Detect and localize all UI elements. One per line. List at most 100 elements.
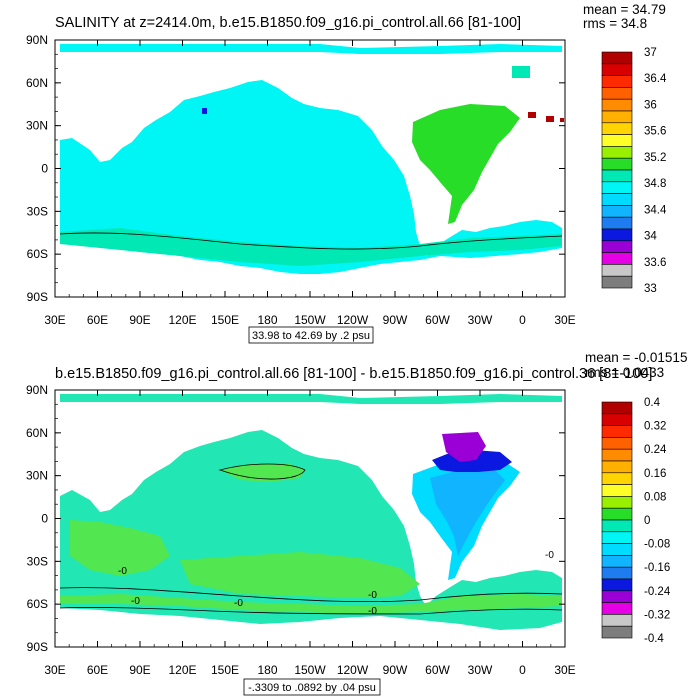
panel1-colorbar-swatch (601, 193, 633, 206)
panel2-colorbar-swatch (601, 519, 633, 533)
panel1-xtick-label: 90E (129, 313, 150, 327)
panel1-xtick-label: 120E (168, 313, 196, 327)
panel1-colorbar-label: 36 (644, 99, 657, 111)
panel1-colorbar-swatch (601, 157, 633, 171)
panel2-xtick-label: 150E (211, 663, 239, 677)
panel1-colorbar-swatch (601, 87, 633, 100)
panel2-ytick-label: 90N (26, 383, 48, 397)
panel2-xtick-label: 90E (129, 663, 150, 677)
panel1-colorbar-label: 34.8 (644, 178, 666, 190)
panel2-colorbar: 0.4 0.32 0.24 0.16 0.08 0 -0.08 -0.16 -0.24 -0.32… (601, 397, 671, 645)
panel1-colorbar-swatch (601, 75, 633, 88)
panel1-xtick-label: 30E (554, 313, 575, 327)
panel2-colorbar-label: -0.16 (644, 562, 670, 574)
panel2-map: -0 -0 -0 -0 -0 -0 (59, 394, 563, 630)
panel1-mean: mean = 34.79 (583, 2, 666, 17)
panel2-colorbar-label: 0.24 (644, 444, 667, 456)
panel1-colorbar-swatch (601, 264, 633, 277)
panel1-colorbar-swatch (601, 110, 633, 124)
panel2-mean: mean = -0.01515 (585, 350, 687, 365)
panel1-colorbar-swatch (601, 134, 633, 147)
panel1-ytick-label: 60N (26, 76, 48, 90)
panel1-xtick-label: 120W (337, 313, 369, 327)
panel2-xtick-label: 30E (554, 663, 575, 677)
panel1-xtick-label: 90W (383, 313, 408, 327)
panel2-rms: rms = 0.0433 (585, 365, 664, 380)
panel1-southern-band (60, 228, 562, 266)
panel2-atlantic-deeper (430, 470, 505, 556)
panel2-xtick-label: 30E (44, 663, 65, 677)
panel1-arctic-teal (512, 66, 530, 78)
panel2-ytick-label: 60S (27, 597, 48, 611)
panel2-contour-label-3: -0 (368, 590, 377, 601)
salinity-panel: SALINITY at z=2414.0m, b.e15.B1850.f09_g… (26, 2, 667, 344)
panel2-colorbar-swatch (601, 437, 633, 450)
panel2-contour-line-1 (59, 587, 563, 603)
panel1-colorbar: 37 36.4 36 35.6 35.2 34.8 34.4 34 33.6 33 (601, 47, 667, 295)
panel1-red-sea-blob (560, 118, 564, 122)
panel2-xtick-label: 60W (425, 663, 450, 677)
panel2-colorbar-swatch (601, 566, 633, 580)
panel1-colorbar-swatch (601, 216, 633, 230)
panel1-pacific-field (60, 80, 562, 274)
panel1-xtick-label: 30W (468, 313, 493, 327)
panel2-colorbar-swatch (601, 484, 633, 497)
panel2-ytick-label: 0 (41, 512, 48, 526)
panel1-colorbar-swatch (601, 169, 633, 183)
panel2-colorbar-swatch (601, 472, 633, 485)
panel2-green-patch-indian (70, 520, 170, 576)
panel1-xtick-label: 30E (44, 313, 65, 327)
panel1-colorbar-swatch (601, 228, 633, 242)
panel1-contour-info-box (248, 326, 374, 344)
panel1-xtick-label: 150E (211, 313, 239, 327)
difference-panel: b.e15.B1850.f09_g16.pi_control.all.66 [8… (26, 350, 687, 696)
panel2-contour-line-2 (59, 607, 563, 615)
panel2-ytick-label: 90S (27, 640, 48, 654)
panel2-ytick-label: 30S (27, 554, 48, 568)
panel1-colorbar-label: 35.6 (644, 126, 666, 138)
panel1-colorbar-swatch (601, 51, 633, 65)
panel2-colorbar-swatch (601, 413, 633, 426)
panel2-colorbar-label: -0.4 (644, 633, 664, 645)
panel2-ytick-label: 30N (26, 469, 48, 483)
panel1-xtick-label: 0 (519, 313, 526, 327)
panel2-xtick-label: 120E (168, 663, 196, 677)
panel2-colorbar-swatch (601, 555, 633, 568)
panel1-ytick-label: 0 (41, 162, 48, 176)
panel1-colorbar-swatch (601, 240, 633, 253)
panel1-atlantic-field (412, 104, 520, 224)
panel1-ytick-label: 90N (26, 33, 48, 47)
panel2-colorbar-label: 0.08 (644, 491, 666, 503)
panel1-ytick-label: 60S (27, 247, 48, 261)
panel1-colorbar-swatch (601, 181, 633, 194)
panel1-xtick-label: 180 (257, 313, 277, 327)
panel2-contour-label-2: -0 (234, 598, 243, 609)
panel1-colorbar-label: 35.2 (644, 152, 666, 164)
panel2-xtick-label: 0 (519, 663, 526, 677)
panel2-colorbar-label: -0.08 (644, 539, 670, 551)
panel1-title: SALINITY at z=2414.0m, b.e15.B1850.f09_g… (55, 15, 521, 31)
panel2-colorbar-label: 0 (644, 515, 650, 527)
panel1-rms: rms = 34.8 (583, 16, 647, 31)
panel2-axes: 30E 60E 90E 120E 150E 180 150W 120W 90W 60W 30W 0 30… (26, 383, 576, 677)
panel1-colorbar-swatch (601, 205, 633, 218)
panel2-xtick-label: 90W (383, 663, 408, 677)
panel1-colorbar-swatch (601, 98, 633, 112)
panel1-colorbar-label: 34.4 (644, 204, 667, 216)
panel2-colorbar-label: 0.16 (644, 468, 666, 480)
panel2-colorbar-swatch (601, 507, 633, 521)
panel1-contour-info: 33.98 to 42.69 by .2 psu (252, 330, 370, 342)
panel1-colorbar-label: 34 (644, 231, 657, 243)
panel1-contour-line (59, 232, 563, 250)
panel2-colorbar-swatch (601, 625, 633, 639)
panel2-xtick-label: 120W (337, 663, 369, 677)
panel2-colorbar-swatch (601, 543, 633, 556)
panel1-colorbar-swatch (601, 275, 633, 289)
panel1-med-blob (528, 112, 536, 118)
panel2-xtick-label: 60E (87, 663, 108, 677)
panel1-ytick-label: 90S (27, 290, 48, 304)
panel2-contour-label-5: -0 (545, 550, 554, 561)
panel2-labrador-purple (442, 432, 486, 462)
panel1-colorbar-label: 37 (644, 47, 657, 59)
